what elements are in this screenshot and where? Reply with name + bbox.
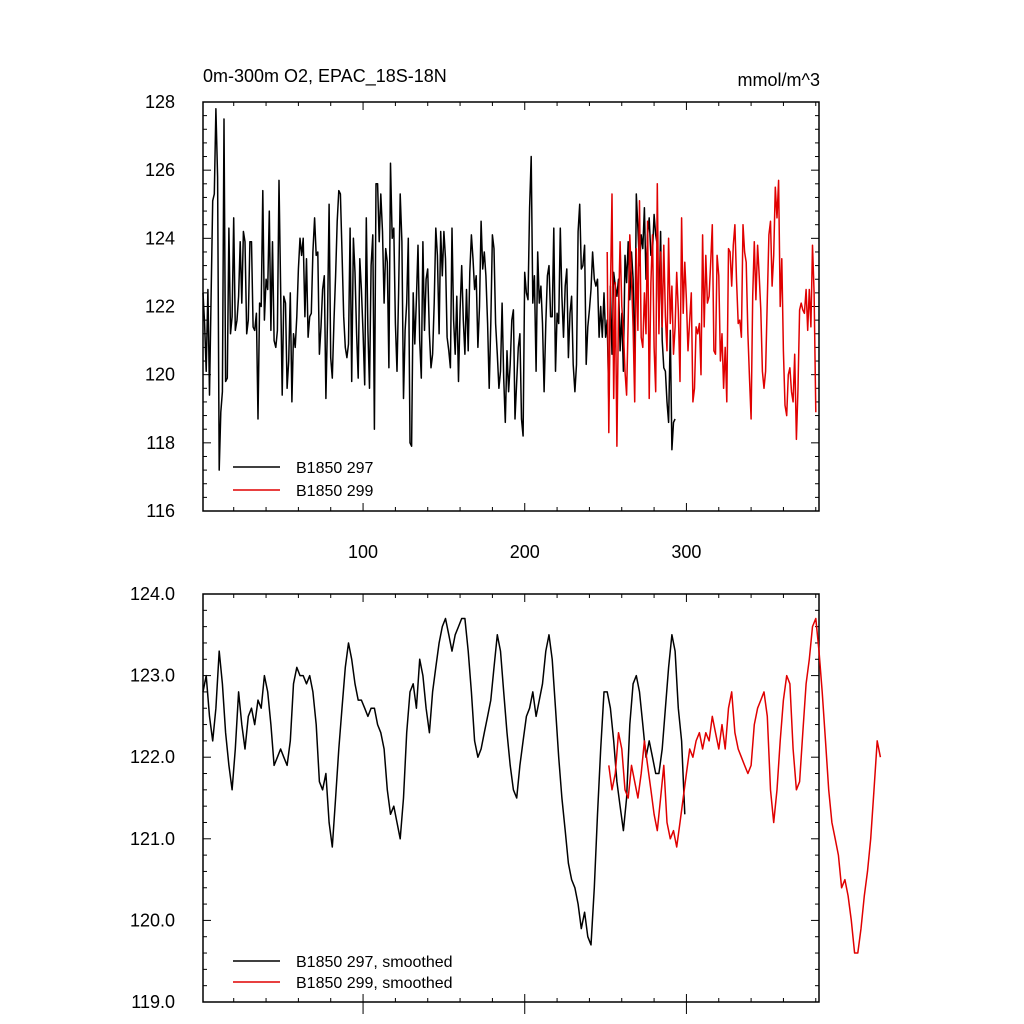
legend-label-b1850-297-smoothed: B1850 297, smoothed <box>296 954 453 971</box>
top-axes: 116 118 120 122 124 126 128 100 200 300 <box>145 92 819 562</box>
bottom-legend: B1850 297, smoothed B1850 299, smoothed <box>233 954 453 992</box>
top-xtick-label: 100 <box>348 542 378 562</box>
top-legend: B1850 297 B1850 299 <box>233 460 374 500</box>
series-line-b1850-299-smoothed <box>608 617 882 954</box>
bottom-ytick-label: 121.0 <box>130 829 175 849</box>
bottom-panel: 119.0 120.0 121.0 122.0 123.0 124.0 B1850 297… <box>130 584 882 1014</box>
bottom-ytick-label: 119.0 <box>131 992 175 1012</box>
top-ytick-label: 124 <box>145 228 175 248</box>
series-line-b1850-297-raw <box>202 108 676 471</box>
units-label: mmol/m^3 <box>738 70 820 90</box>
legend-label-b1850-297: B1850 297 <box>296 460 374 477</box>
top-ytick-label: 128 <box>145 92 175 112</box>
top-ytick-label: 116 <box>146 501 175 521</box>
bottom-plot-frame <box>202 593 820 1003</box>
top-ytick-label: 118 <box>146 433 175 453</box>
chart-title: 0m-300m O2, EPAC_18S-18N <box>203 66 447 87</box>
bottom-series-group <box>202 617 882 954</box>
top-panel: 116 118 120 122 124 126 128 100 200 300 B1850 297… <box>145 92 820 562</box>
top-series-group <box>202 108 817 471</box>
series-line-b1850-297-smoothed <box>202 617 686 946</box>
bottom-ytick-label: 120.0 <box>130 910 175 930</box>
legend-label-b1850-299: B1850 299 <box>296 483 374 500</box>
bottom-ytick-label: 124.0 <box>130 584 175 604</box>
top-ytick-label: 126 <box>145 160 175 180</box>
bottom-ytick-label: 122.0 <box>130 747 175 767</box>
top-xtick-label: 300 <box>671 542 701 562</box>
top-xtick-label: 200 <box>510 542 540 562</box>
top-plot-frame <box>202 101 820 512</box>
bottom-axes: 119.0 120.0 121.0 122.0 123.0 124.0 <box>130 584 819 1014</box>
top-ytick-label: 122 <box>145 297 175 317</box>
series-line-b1850-299-raw <box>606 179 817 447</box>
top-ytick-label: 120 <box>145 365 175 385</box>
legend-label-b1850-299-smoothed: B1850 299, smoothed <box>296 975 453 992</box>
bottom-ytick-label: 123.0 <box>130 666 175 686</box>
